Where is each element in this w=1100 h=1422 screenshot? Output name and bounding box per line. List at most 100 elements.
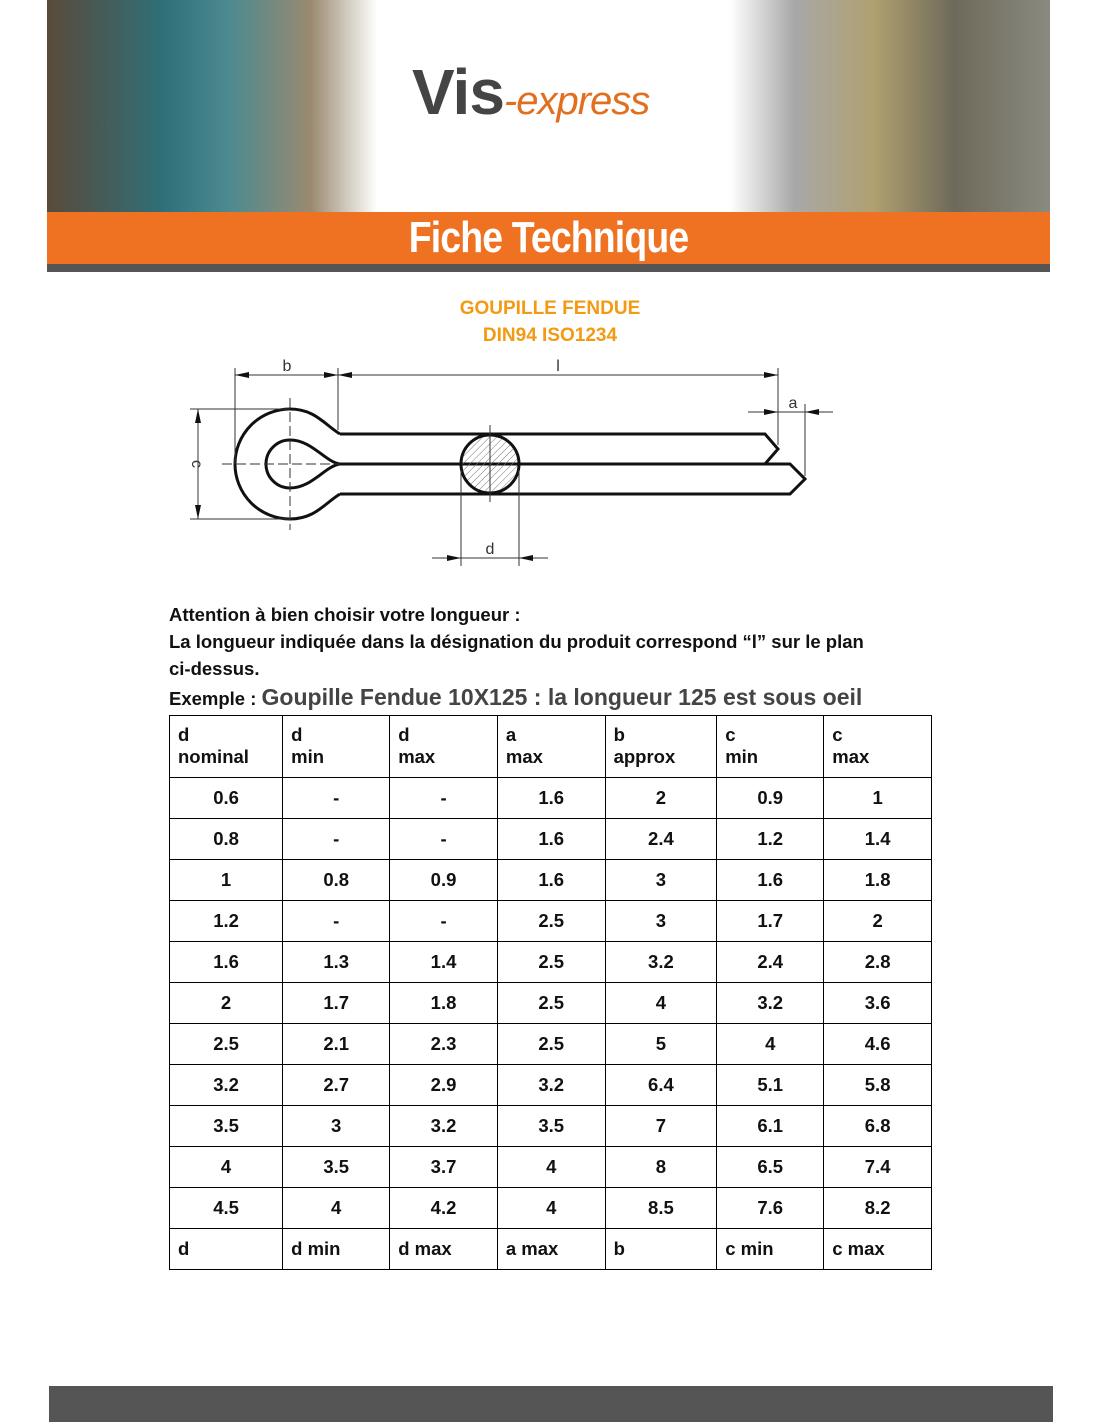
example-line: Exemple : Goupille Fendue 10X125 : la lo… <box>169 684 862 711</box>
table-cell: c min <box>716 1228 825 1270</box>
table-cell: b <box>604 1228 718 1270</box>
dim-label-c: c <box>188 460 205 468</box>
table-cell: 3 <box>282 1105 391 1147</box>
header-banner: Vis-express Fiche Technique <box>47 0 1050 272</box>
table-cell: 1.7 <box>282 982 391 1024</box>
table-cell: 5 <box>604 1023 718 1065</box>
table-cell: d nominal <box>168 715 284 778</box>
table-cell: 6.1 <box>716 1105 825 1147</box>
table-row: 1.2- -2.5 3 1.7 2 <box>168 900 932 942</box>
table-row: 2.5 2.1 2.3 2.5 5 4 4.6 <box>168 1023 932 1065</box>
table-cell: 1.6 <box>496 818 606 860</box>
table-cell: 0.6 <box>168 777 284 819</box>
dim-label-d: d <box>486 541 495 558</box>
table-cell: c min <box>716 715 825 778</box>
table-cell: 2.5 <box>168 1023 284 1065</box>
table-cell: 6.8 <box>823 1105 932 1147</box>
table-row: 1.6 1.3 1.4 2.5 3.2 2.4 2.8 <box>168 941 932 983</box>
table-cell: 1.6 <box>496 859 606 901</box>
table-cell: 8 <box>604 1146 718 1188</box>
cotter-pin-diagram: b l a c d <box>188 358 833 566</box>
table-cell: 7 <box>604 1105 718 1147</box>
table-cell: 4 <box>168 1146 284 1188</box>
table-cell: 3.5 <box>168 1105 284 1147</box>
table-cell: 4 <box>496 1146 606 1188</box>
table-cell: 1.7 <box>716 900 825 942</box>
table-cell: 4 <box>604 982 718 1024</box>
table-row: 3.2 2.7 2.9 3.2 6.4 5.1 5.8 <box>168 1064 932 1106</box>
table-cell: 2.4 <box>716 941 825 983</box>
table-cell: c max <box>823 715 932 778</box>
table-cell: 2.9 <box>389 1064 498 1106</box>
dim-label-b: b <box>283 358 292 375</box>
table-cell: 2 <box>823 900 932 942</box>
table-cell: d min <box>282 1228 391 1270</box>
table-cell: - <box>389 777 498 819</box>
product-title: GOUPILLE FENDUE <box>459 298 641 319</box>
table-cell: 2.3 <box>389 1023 498 1065</box>
table-cell: 1.6 <box>496 777 606 819</box>
table-cell: a max <box>496 715 606 778</box>
table-cell: 7.6 <box>716 1187 825 1229</box>
table-cell: d <box>168 1228 284 1270</box>
product-standard: DIN94 ISO1234 <box>482 325 618 346</box>
table-cell: 1.6 <box>716 859 825 901</box>
table-cell: 0.8 <box>168 818 284 860</box>
table-cell: - <box>389 818 498 860</box>
example-label: Exemple : <box>169 688 257 709</box>
banner-divider <box>47 264 1050 272</box>
table-cell: 8.2 <box>823 1187 932 1229</box>
table-cell: 1.8 <box>823 859 932 901</box>
table-header-row: d nominal d min d max a max b approx c min c m… <box>168 715 932 778</box>
table-cell: 2.8 <box>823 941 932 983</box>
table-cell: - <box>282 818 391 860</box>
table-cell: 1.4 <box>823 818 932 860</box>
table-cell: 4.5 <box>168 1187 284 1229</box>
table-cell: a max <box>496 1228 606 1270</box>
dim-label-l: l <box>556 358 560 375</box>
notice-line-3: ci-dessus. <box>169 658 260 679</box>
logo: Vis-express <box>412 56 650 128</box>
tools-photo <box>47 0 377 212</box>
table-row: 3.5 3 3.2 3.5 7 6.1 6.8 <box>168 1105 932 1147</box>
dim-label-a: a <box>789 395 798 412</box>
table-row: 4.5 4 4.2 4 8.5 7.6 8.2 <box>168 1187 932 1229</box>
table-cell: 2.1 <box>282 1023 391 1065</box>
table-cell: 0.9 <box>389 859 498 901</box>
table-cell: 2.4 <box>604 818 718 860</box>
table-cell: - <box>389 900 498 942</box>
table-cell: 7.4 <box>823 1146 932 1188</box>
table-cell: 2.5 <box>496 941 606 983</box>
table-cell: 0.8 <box>282 859 391 901</box>
table-row: 0.6- -1.6 2 0.9 1 <box>168 777 932 819</box>
table-cell: 3.2 <box>389 1105 498 1147</box>
table-cell: 1 <box>823 777 932 819</box>
notice-line-1: Attention à bien choisir votre longueur … <box>169 604 521 625</box>
banner-title-bar: Fiche Technique <box>47 212 1050 264</box>
table-cell: 3.7 <box>389 1146 498 1188</box>
footer-bar <box>49 1386 1053 1422</box>
table-cell: 3.6 <box>823 982 932 1024</box>
table-cell: 1 <box>168 859 284 901</box>
table-row: 2 1.7 1.8 2.5 4 3.2 3.6 <box>168 982 932 1024</box>
table-cell: 6.5 <box>716 1146 825 1188</box>
table-cell: 3.5 <box>496 1105 606 1147</box>
table-row: 4 3.5 3.7 4 8 6.5 7.4 <box>168 1146 932 1188</box>
table-cell: 1.6 <box>168 941 284 983</box>
table-cell: 8.5 <box>604 1187 718 1229</box>
table-cell: d max <box>389 715 498 778</box>
table-cell: - <box>282 777 391 819</box>
table-cell: 1.4 <box>389 941 498 983</box>
table-cell: 2.5 <box>496 1023 606 1065</box>
table-cell: 3.5 <box>282 1146 391 1188</box>
table-cell: c max <box>823 1228 932 1270</box>
notice-line-2: La longueur indiquée dans la désignation… <box>169 631 864 652</box>
screws-photo <box>730 0 1050 212</box>
table-cell: 3 <box>604 859 718 901</box>
table-cell: 1.8 <box>389 982 498 1024</box>
table-cell: 5.8 <box>823 1064 932 1106</box>
table-cell: 1.2 <box>716 818 825 860</box>
table-cell: 1.2 <box>168 900 284 942</box>
table-cell: 3.2 <box>496 1064 606 1106</box>
